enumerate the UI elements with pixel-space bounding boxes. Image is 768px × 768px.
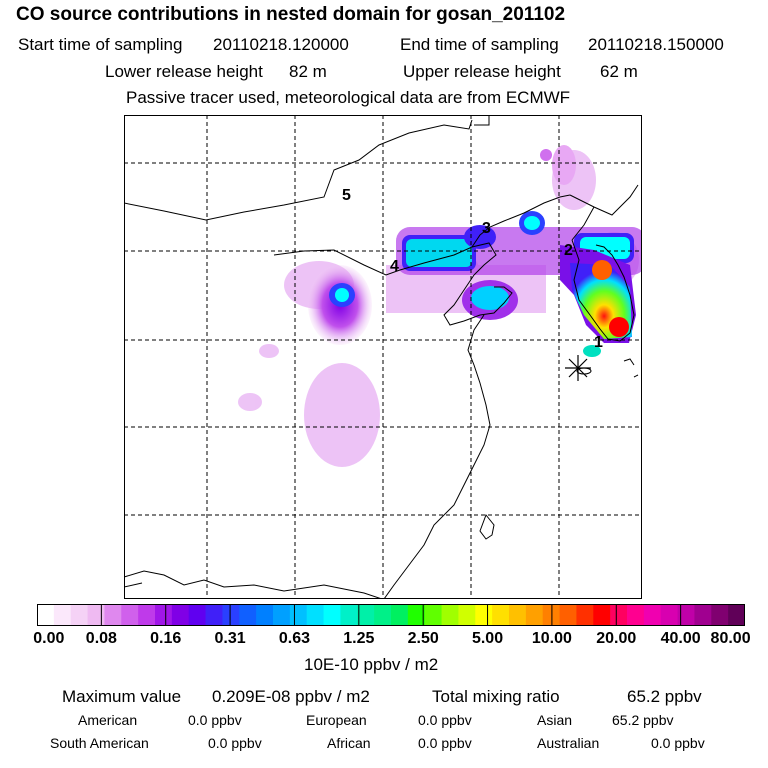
start-time-label: Start time of sampling: [18, 35, 183, 54]
region-european-label: European: [306, 712, 367, 728]
lower-height-label: Lower release height: [105, 62, 263, 81]
region-asian-value: 65.2 ppbv: [612, 712, 674, 728]
colorbar-units: 10E-10 ppbv / m2: [304, 655, 439, 674]
colorbar-swatch: [492, 604, 510, 626]
colorbar-swatch: [475, 604, 493, 626]
source-marker-5: 5: [342, 187, 351, 204]
colorbar-swatch: [525, 604, 544, 626]
region-american-label: American: [78, 712, 138, 728]
colorbar-swatch: [441, 604, 460, 626]
tracer-note: Passive tracer used, meteorological data…: [126, 88, 571, 107]
colorbar: [37, 604, 745, 626]
source-marker-3: 3: [482, 220, 491, 237]
plot-title: CO source contributions in nested domain…: [16, 4, 566, 25]
max-value: 0.209E-08 ppbv / m2: [212, 687, 370, 706]
colorbar-tick-label: 80.00: [710, 630, 751, 647]
colorbar-swatch: [627, 604, 645, 626]
colorbar-swatch: [188, 604, 207, 626]
end-time-label: End time of sampling: [400, 35, 559, 54]
colorbar-swatch: [121, 604, 139, 626]
region-european-value: 0.0 ppbv: [418, 712, 472, 728]
colorbar-swatch: [205, 604, 224, 626]
upper-height-label: Upper release height: [403, 62, 561, 81]
source-marker-1: 1: [594, 334, 603, 351]
colorbar-swatch: [306, 604, 325, 626]
region-south-american-label: South American: [50, 735, 149, 751]
colorbar-tick-label: 10.00: [531, 630, 572, 647]
coastlines: [124, 115, 639, 599]
lower-height-value: 82 m: [289, 62, 327, 81]
lat-lon-grid: [124, 115, 642, 599]
colorbar-tick-label: 5.00: [471, 630, 504, 647]
total-mixing-label: Total mixing ratio: [432, 687, 560, 706]
colorbar-swatch: [239, 604, 257, 626]
max-value-label: Maximum value: [62, 687, 182, 706]
start-time-value: 20110218.120000: [213, 35, 349, 54]
region-australian-value: 0.0 ppbv: [651, 735, 705, 751]
colorbar-swatch: [171, 604, 190, 626]
end-time-value: 20110218.150000: [588, 35, 724, 54]
colorbar-swatch: [728, 604, 745, 626]
colorbar-swatch: [374, 604, 392, 626]
source-contribution-map: 1 2 3 4 5: [124, 115, 642, 599]
colorbar-swatch: [660, 604, 679, 626]
plume-korea: [560, 245, 636, 357]
colorbar-swatch: [256, 604, 274, 626]
colorbar-swatch: [407, 604, 426, 626]
colorbar-swatch: [53, 604, 72, 626]
colorbar-swatch: [37, 604, 55, 626]
colorbar-tick-label: 20.00: [596, 630, 637, 647]
colorbar-swatch: [273, 604, 291, 626]
colorbar-swatch: [222, 604, 240, 626]
colorbar-tick-label: 0.00: [33, 630, 65, 647]
total-mixing-value: 65.2 ppbv: [627, 687, 702, 706]
colorbar-swatch: [104, 604, 122, 626]
colorbar-swatch: [70, 604, 89, 626]
region-african-value: 0.0 ppbv: [418, 735, 472, 751]
colorbar-swatch: [424, 604, 443, 626]
colorbar-swatch: [155, 604, 173, 626]
colorbar-swatch: [576, 604, 594, 626]
colorbar-swatch: [643, 604, 662, 626]
colorbar-swatch: [289, 604, 308, 626]
region-american-value: 0.0 ppbv: [188, 712, 242, 728]
colorbar-tick-label: 1.25: [343, 630, 375, 647]
colorbar-swatch: [610, 604, 628, 626]
colorbar-swatch: [391, 604, 409, 626]
plume-west-peak: [335, 288, 349, 302]
colorbar-swatch: [559, 604, 578, 626]
region-african-label: African: [327, 735, 371, 751]
colorbar-tick-label: 0.63: [278, 630, 311, 647]
colorbar-tick-label: 2.50: [407, 630, 439, 647]
colorbar-swatch: [138, 604, 156, 626]
source-marker-4: 4: [390, 258, 399, 275]
colorbar-tick-label: 0.31: [214, 630, 246, 647]
colorbar-tick-label: 0.08: [85, 630, 117, 647]
colorbar-frame: [37, 604, 745, 626]
colorbar-swatch: [677, 604, 696, 626]
map-frame: [124, 115, 642, 599]
region-south-american-value: 0.0 ppbv: [208, 735, 262, 751]
colorbar-swatch: [323, 604, 342, 626]
upper-height-value: 62 m: [600, 62, 638, 81]
region-asian-label: Asian: [537, 712, 573, 728]
colorbar-swatch: [458, 604, 476, 626]
colorbar-swatch: [711, 604, 729, 626]
asterisk-icon: [565, 355, 591, 381]
colorbar-swatch: [593, 604, 611, 626]
region-australian-label: Australian: [537, 735, 600, 751]
colorbar-swatch: [694, 604, 712, 626]
colorbar-tick-label: 40.00: [660, 630, 701, 647]
colorbar-swatch: [357, 604, 375, 626]
colorbar-tick-label: 0.16: [150, 630, 182, 647]
colorbar-swatch: [87, 604, 106, 626]
colorbar-swatch: [340, 604, 358, 626]
source-marker-2: 2: [564, 242, 573, 259]
plume-shandong-core: [471, 286, 509, 310]
colorbar-swatch: [509, 604, 527, 626]
